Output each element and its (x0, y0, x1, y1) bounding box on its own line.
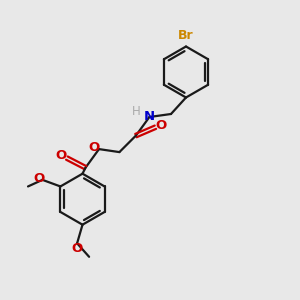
Text: O: O (88, 141, 99, 154)
Text: O: O (71, 242, 83, 255)
Text: O: O (155, 119, 166, 132)
Text: O: O (55, 149, 67, 162)
Text: N: N (144, 110, 155, 124)
Text: Br: Br (178, 29, 194, 42)
Text: O: O (33, 172, 44, 185)
Text: H: H (131, 105, 140, 118)
